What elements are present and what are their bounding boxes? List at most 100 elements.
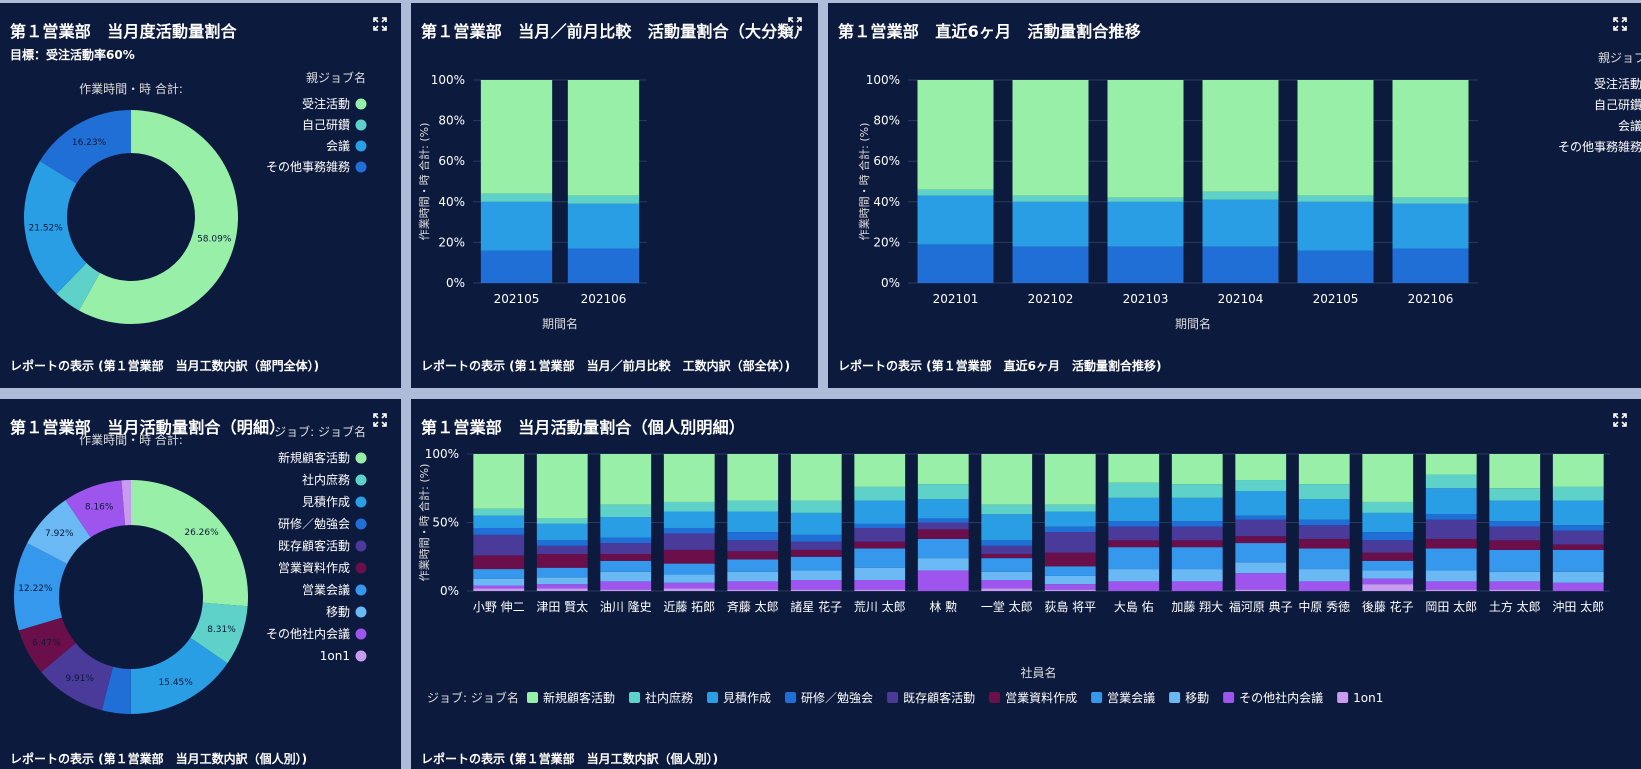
expand-icon[interactable]	[373, 413, 387, 427]
y-tick-label: 100%	[425, 447, 459, 461]
bar-segment	[1044, 532, 1096, 553]
bar-segment	[727, 589, 779, 591]
expand-icon[interactable]	[788, 17, 802, 31]
bar-segment	[1362, 532, 1414, 541]
bar-segment	[727, 532, 779, 541]
donut-slice	[18, 617, 76, 672]
legend-label: 研修／勉強会	[801, 690, 873, 705]
x-tick-label: 202101	[933, 292, 979, 306]
bar-segment	[854, 454, 906, 487]
bar-segment	[473, 454, 525, 509]
bar-segment	[1489, 589, 1541, 591]
bar-segment	[1425, 488, 1477, 515]
y-tick-label: 0%	[440, 584, 459, 598]
panel-individual-detail: 第１営業部 当月活動量割合（個人別明細） 0% 50% 100% 小野 伸二 津田 賢太…	[411, 399, 1641, 769]
legend-swatch	[355, 518, 367, 530]
stacked-bar-chart: 0% 20% 40% 60% 80% 100% 202101 202102 202103 2021…	[857, 50, 1641, 331]
bar-segment	[790, 549, 842, 557]
legend-label: 営業資料作成	[278, 561, 350, 575]
bar-segment	[536, 577, 588, 585]
bar-segment	[854, 548, 906, 568]
legend-swatch	[527, 692, 538, 703]
bar-segment	[1298, 569, 1350, 582]
bar-segment	[981, 580, 1033, 589]
bar-segment	[981, 545, 1033, 555]
bar-segment	[600, 581, 652, 590]
view-report-link[interactable]: レポートの表示 (第１営業部 当月工数内訳（個人別）)	[421, 752, 719, 766]
legend-swatch	[887, 692, 899, 703]
legend-swatch	[785, 692, 797, 703]
bar-segment	[600, 571, 652, 582]
panel-title: 第１営業部 当月／前月比較 活動量割合（大分類）	[421, 22, 810, 41]
x-axis-label: 期間名	[542, 316, 578, 331]
bar-segment	[1489, 526, 1541, 541]
legend-swatch	[355, 98, 367, 110]
bar-segment	[1425, 474, 1477, 489]
bar-segment	[1107, 197, 1184, 202]
legend-label: その他事務雑務	[266, 159, 350, 174]
bar-segment	[473, 578, 525, 586]
bar-segment	[1298, 484, 1350, 500]
bar-segment	[1425, 548, 1477, 571]
bar-segment	[917, 195, 994, 245]
bar-segment	[1235, 536, 1287, 544]
bar-segment	[1171, 521, 1223, 527]
bar-segment	[790, 512, 842, 535]
x-tick-label: 202105	[1313, 292, 1359, 306]
bar-segment	[1297, 80, 1374, 196]
donut-slice	[65, 480, 126, 538]
bar-segment	[473, 534, 525, 556]
view-report-link[interactable]: レポートの表示 (第１営業部 直近6ヶ月 活動量割合推移)	[838, 359, 1162, 373]
bar-segment	[663, 501, 715, 512]
bar-segment	[854, 541, 906, 549]
view-report-link[interactable]: レポートの表示 (第１営業部 当月工数内訳（個人別）)	[10, 752, 308, 766]
bar-segment	[600, 517, 652, 538]
x-tick-label: 近藤 拓郎	[663, 600, 715, 614]
donut-slice	[39, 110, 131, 184]
legend-label: その他事務雑務	[1558, 139, 1641, 154]
bar-segment	[473, 569, 525, 579]
slice-value-label: 26.26%	[184, 528, 219, 538]
bar-segment	[480, 193, 553, 202]
bar-segment	[1392, 80, 1469, 198]
x-tick-label: 林 勲	[929, 599, 957, 614]
bar-segment	[917, 529, 969, 539]
legend-label: 新規顧客活動	[278, 450, 350, 465]
bar-segment	[1425, 570, 1477, 582]
legend-label: 社内庶務	[302, 472, 350, 487]
bar-segment	[1298, 454, 1350, 485]
bar-segment	[600, 504, 652, 518]
bar-segment	[1552, 486, 1604, 501]
legend-label: その他社内会議	[266, 626, 350, 641]
x-tick-label: 岡田 太郎	[1425, 599, 1477, 614]
y-tick-label: 50%	[432, 516, 459, 530]
bar-segment	[1044, 454, 1096, 505]
bar-segment	[663, 574, 715, 583]
bar-segment	[1171, 526, 1223, 541]
legend-swatch	[355, 584, 367, 596]
expand-icon[interactable]	[1613, 17, 1627, 31]
bar-segment	[1235, 480, 1287, 491]
legend-label: 受注活動	[1594, 76, 1641, 91]
bar-segment	[1012, 201, 1089, 247]
bar-segment	[981, 588, 1033, 591]
bar-segment	[1044, 566, 1096, 576]
bar-segment	[1489, 521, 1541, 527]
bar-segment	[567, 248, 640, 283]
legend-label: 会議	[326, 139, 350, 153]
bar-segment	[1044, 575, 1096, 585]
view-report-link[interactable]: レポートの表示 (第１営業部 当月工数内訳（部門全体）)	[10, 359, 320, 373]
expand-icon[interactable]	[1613, 413, 1627, 427]
bar-segment	[790, 500, 842, 513]
expand-icon[interactable]	[373, 17, 387, 31]
panel-month-comparison: 第１営業部 当月／前月比較 活動量割合（大分類） 0% 20% 40% 60% 80% 1…	[411, 3, 818, 388]
y-tick-label: 80%	[873, 114, 900, 128]
bar-segment	[727, 551, 779, 560]
legend-label: 移動	[326, 605, 350, 619]
y-tick-label: 40%	[438, 195, 465, 209]
view-report-link[interactable]: レポートの表示 (第１営業部 当月／前月比較 工数内訳（部全体）)	[421, 359, 791, 373]
donut-slice	[190, 602, 248, 664]
bar-segment	[1202, 80, 1279, 192]
bar-segment	[1235, 490, 1287, 516]
bar-segment	[536, 554, 588, 568]
